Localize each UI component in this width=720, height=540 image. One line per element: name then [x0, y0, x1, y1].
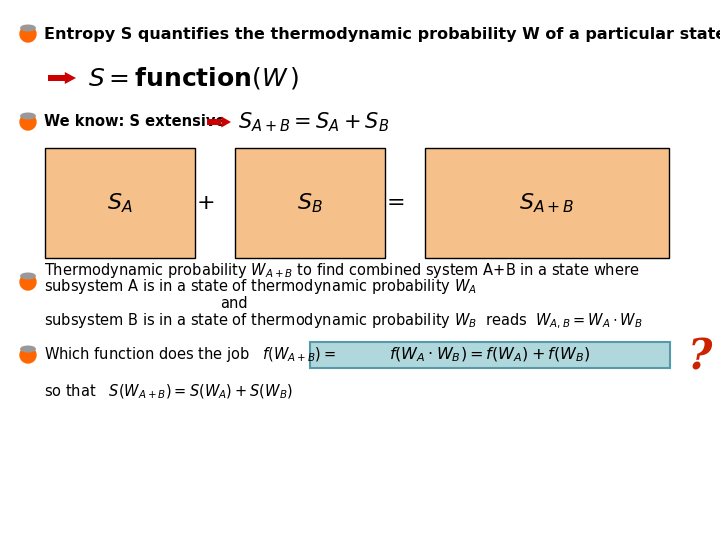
Bar [207, 119, 222, 125]
Bar [310, 342, 670, 368]
Ellipse shape [21, 273, 35, 279]
Circle shape [20, 347, 36, 363]
Ellipse shape [21, 346, 35, 352]
Text: $S_{A+B}$: $S_{A+B}$ [519, 191, 575, 215]
Ellipse shape [21, 25, 35, 31]
Bar [235, 148, 385, 258]
Text: so that   $S(W_{A+B}) = S(W_A) + S(W_B)$: so that $S(W_{A+B}) = S(W_A) + S(W_B)$ [44, 383, 293, 401]
Bar [48, 75, 65, 82]
Text: Entropy S quantifies the thermodynamic probability W of a particular state: Entropy S quantifies the thermodynamic p… [44, 26, 720, 42]
Polygon shape [65, 72, 76, 84]
Circle shape [20, 274, 36, 290]
Text: ?: ? [688, 337, 712, 379]
Text: $S_B$: $S_B$ [297, 191, 323, 215]
Circle shape [20, 114, 36, 130]
Text: subsystem B is in a state of thermodynamic probability $W_B$  reads  $W_{A,B} = : subsystem B is in a state of thermodynam… [44, 312, 643, 330]
Text: Thermodynamic probability $W_{A+B}$ to find combined system A+B in a state where: Thermodynamic probability $W_{A+B}$ to f… [44, 260, 639, 280]
Text: $S = \mathbf{function}(W\,)$: $S = \mathbf{function}(W\,)$ [88, 65, 300, 91]
Text: Which function does the job   $f(W_{A+B}) =$: Which function does the job $f(W_{A+B}) … [44, 346, 336, 365]
Text: $S_A$: $S_A$ [107, 191, 132, 215]
Text: We know: S extensive: We know: S extensive [44, 114, 225, 130]
Ellipse shape [21, 113, 35, 119]
Text: $S_{A+B} = S_A + S_B$: $S_{A+B} = S_A + S_B$ [238, 110, 390, 134]
Polygon shape [222, 117, 231, 127]
Text: and: and [220, 296, 248, 312]
Text: +: + [197, 193, 215, 213]
Bar [45, 148, 195, 258]
Text: subsystem A is in a state of thermodynamic probability $W_A$: subsystem A is in a state of thermodynam… [44, 278, 477, 296]
Circle shape [20, 26, 36, 42]
Text: $f(W_A \cdot W_B) = f(W_A) + f(W_B)$: $f(W_A \cdot W_B) = f(W_A) + f(W_B)$ [390, 346, 590, 364]
Text: =: = [387, 193, 405, 213]
Bar [425, 148, 669, 258]
